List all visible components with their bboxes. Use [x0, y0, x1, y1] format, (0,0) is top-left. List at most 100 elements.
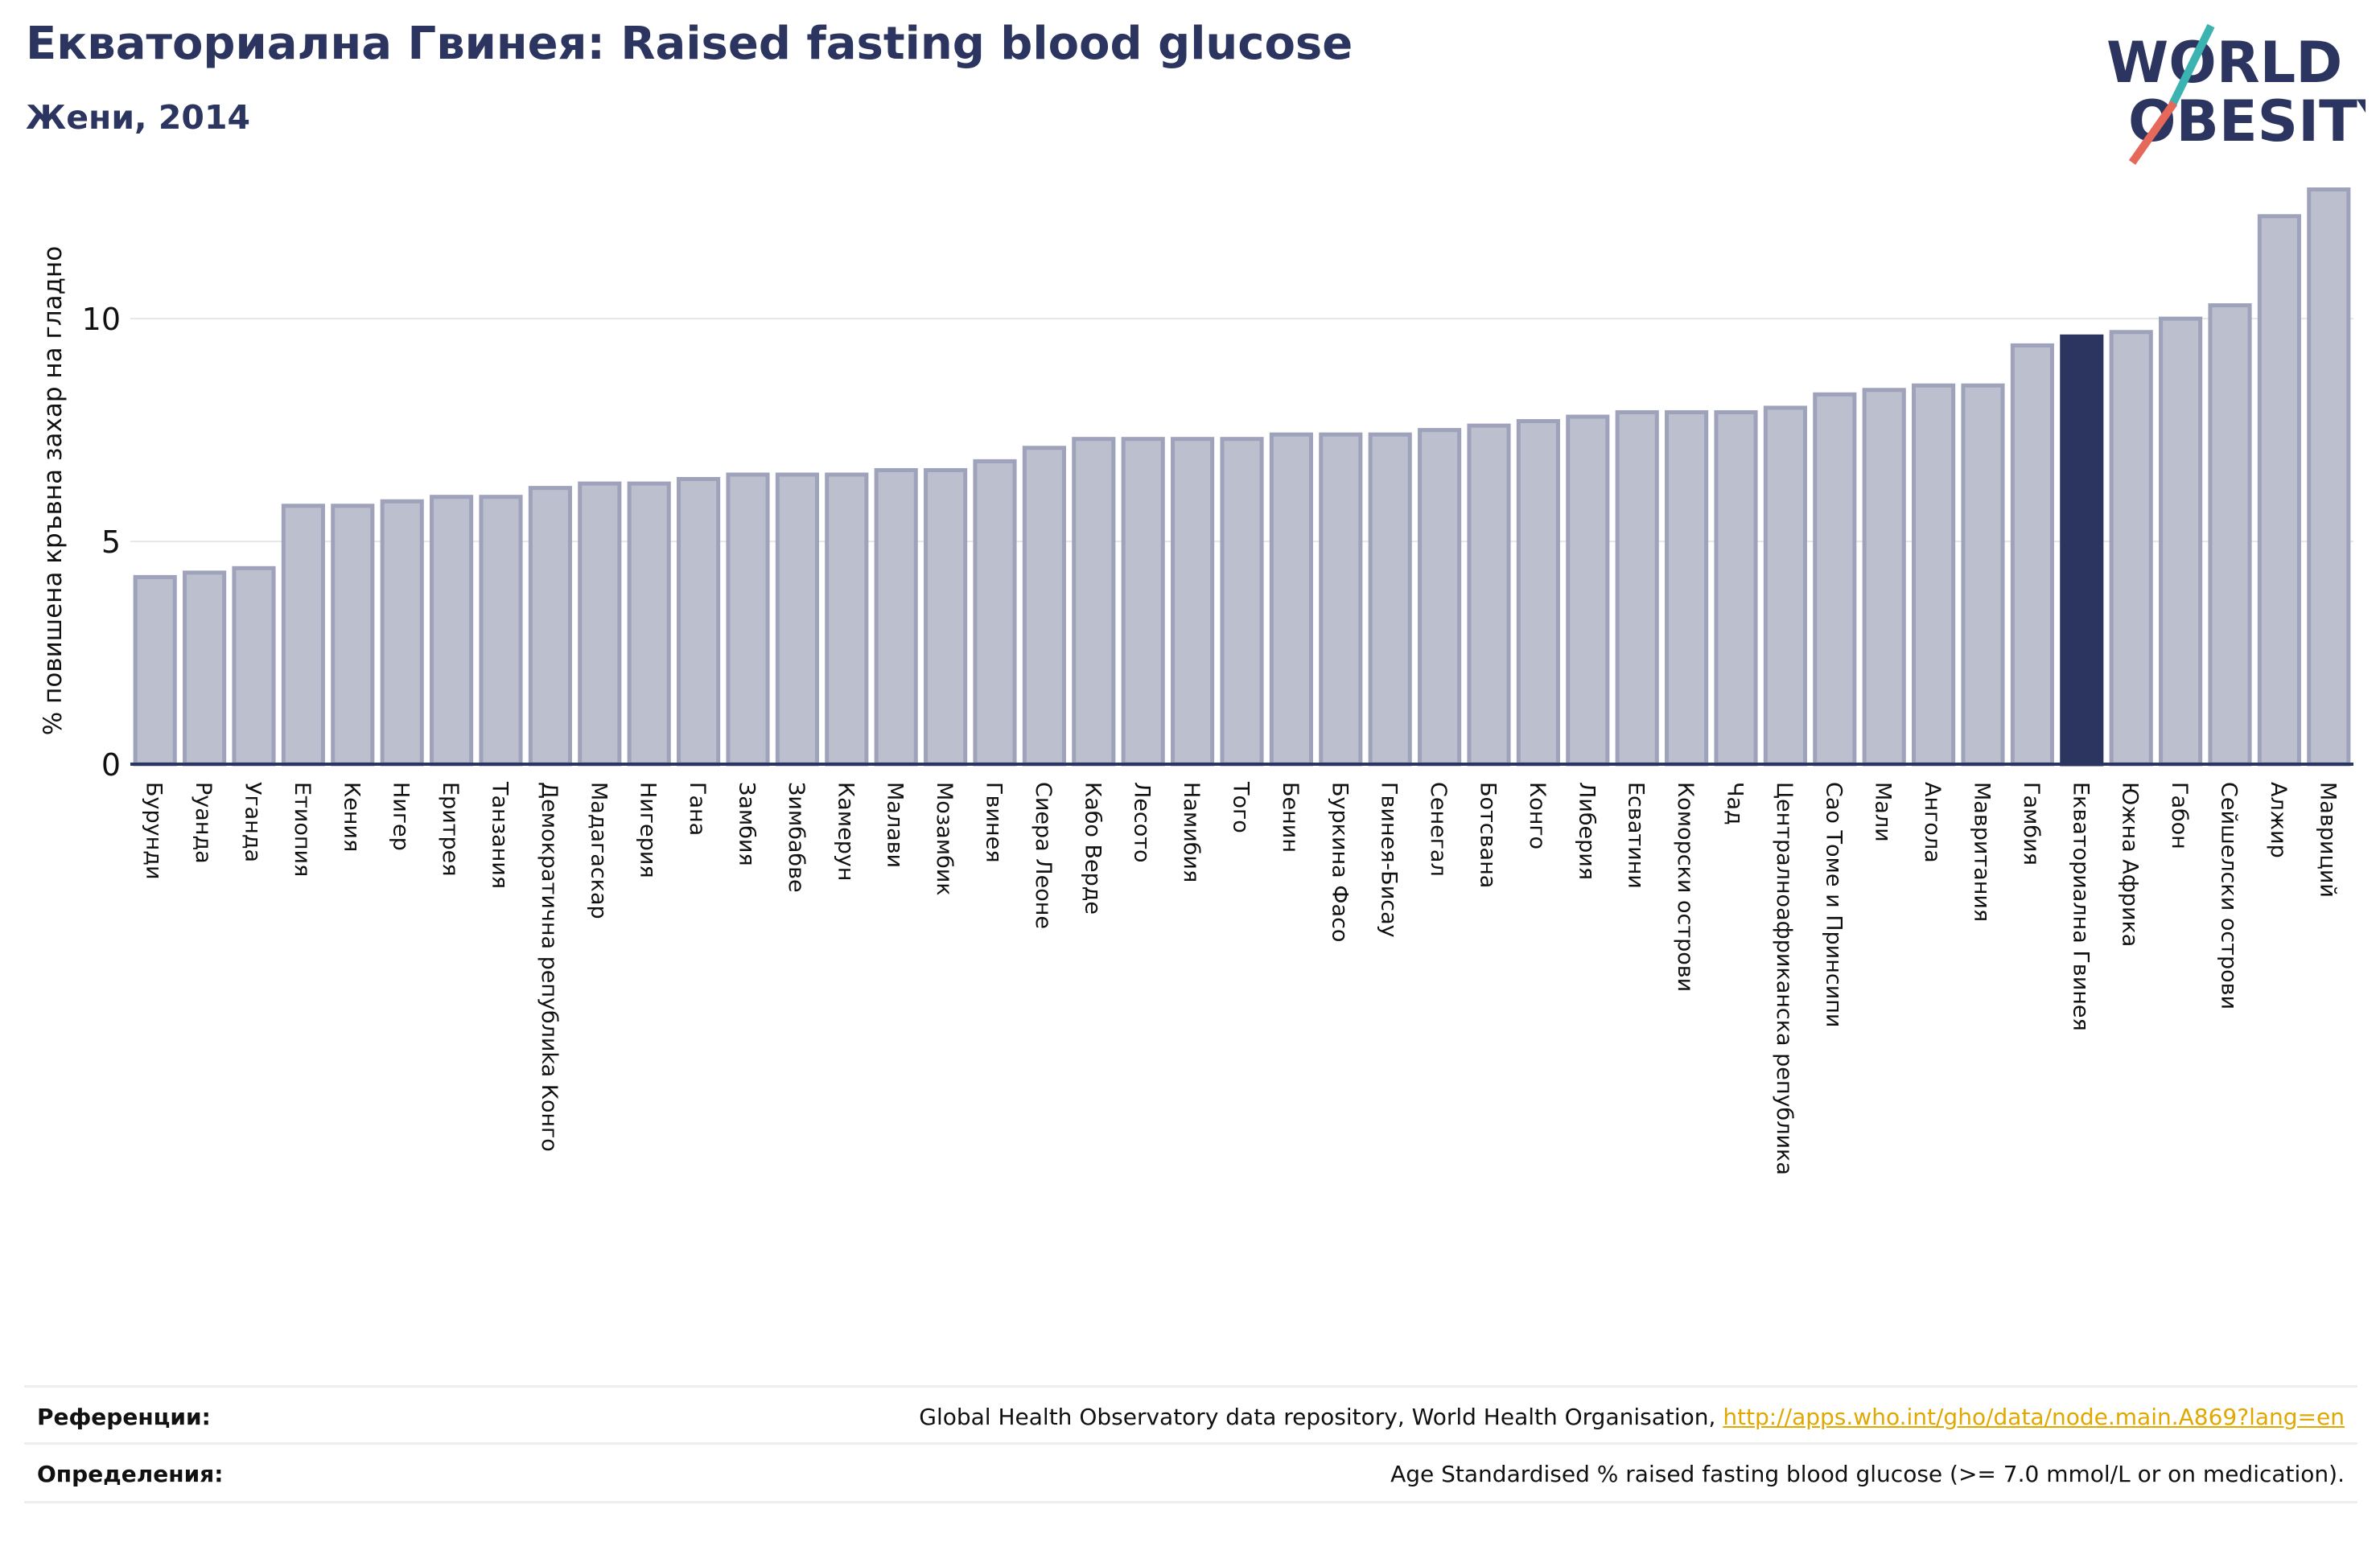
definitions-value: Age Standardised % raised fasting blood …: [1390, 1461, 2345, 1487]
x-tick-label: Есватини: [1624, 782, 1649, 889]
bar: [232, 565, 276, 767]
y-tick-label: 0: [101, 747, 121, 783]
x-tick-label: Уганда: [241, 782, 266, 862]
logo-line1: WORLD: [2106, 30, 2342, 96]
bar: [1467, 423, 1511, 767]
bar-chart: 0 5 10 % повишена кръвна захар на гладно Бур…: [39, 187, 2353, 1175]
x-tick-label: Еритрея: [438, 782, 463, 876]
bar: [1912, 383, 1956, 767]
bar: [775, 472, 819, 767]
footer-references: Референции: Global Health Observatory da…: [24, 1385, 2357, 1444]
logo-slash-red: [2128, 101, 2178, 165]
bar: [281, 504, 325, 767]
references-value: Global Health Observatory data repositor…: [919, 1404, 2345, 1430]
x-tick-label: Буркина Фасо: [1327, 782, 1352, 942]
x-tick-label: Конго: [1525, 782, 1550, 849]
x-tick-label: Мадагаскар: [586, 782, 611, 919]
bar: [1418, 428, 1462, 767]
x-tick-label: Южна Африка: [2118, 782, 2143, 947]
x-tick-label: Демократична републиka Конго: [537, 782, 562, 1152]
x-tick-label: Габон: [2167, 782, 2192, 849]
x-tick-label: Нигер: [389, 782, 414, 851]
bar: [1022, 446, 1066, 767]
x-tick-label: Сейшелски острови: [2217, 782, 2242, 1009]
bar: [2060, 334, 2104, 767]
definitions-label: Определения:: [37, 1461, 224, 1487]
bar: [1763, 405, 1807, 767]
bar: [1714, 409, 1758, 767]
references-link[interactable]: http://apps.who.int/gho/data/node.main.A…: [1723, 1404, 2345, 1430]
x-tick-label: Зимбабве: [784, 782, 809, 893]
bar: [627, 481, 671, 767]
bar: [578, 481, 622, 767]
x-tick-label: Мавритания: [1970, 782, 1995, 922]
bar: [331, 504, 375, 767]
x-tick-label: Камерун: [833, 782, 858, 881]
footer-definitions: Определения: Age Standardised % raised f…: [24, 1442, 2357, 1503]
bar: [2159, 316, 2203, 767]
bar: [1269, 432, 1313, 767]
x-tick-label: Етиопия: [290, 782, 315, 877]
y-tick-label: 5: [101, 524, 121, 560]
bar: [1220, 437, 1264, 767]
bar: [677, 477, 721, 767]
bar: [1368, 432, 1412, 767]
bar: [726, 472, 770, 767]
x-tick-label: Бурунди: [142, 782, 167, 880]
x-tick-label: Ангола: [1920, 782, 1945, 863]
bar: [2109, 330, 2153, 767]
x-tick-label: Чад: [1723, 782, 1748, 825]
bar: [1516, 419, 1560, 767]
bar: [2208, 303, 2252, 767]
x-tick-label: Гана: [685, 782, 710, 836]
x-tick-label: Лесото: [1130, 782, 1155, 863]
bar: [1072, 437, 1116, 767]
x-tick-label: Сиера Леоне: [1031, 782, 1056, 929]
bar: [133, 574, 177, 767]
x-tick-label: Замбия: [735, 782, 760, 866]
x-tick-label: Кабо Верде: [1080, 782, 1105, 915]
bar: [1615, 409, 1659, 767]
references-label: Референции:: [37, 1404, 211, 1430]
x-tick-label: Либерия: [1574, 782, 1599, 880]
bar: [479, 495, 523, 767]
bar: [1319, 432, 1363, 767]
logo-line2: OBESITY: [2128, 88, 2366, 154]
bar: [1813, 392, 1857, 767]
x-tick-label: Бенин: [1278, 782, 1303, 853]
x-tick-label: Малави: [883, 782, 908, 868]
x-tick-label: Коморски острови: [1673, 782, 1698, 992]
bar: [2307, 187, 2351, 767]
bar: [1961, 383, 2005, 767]
bar: [2257, 214, 2301, 767]
bar: [874, 467, 918, 767]
bar: [380, 499, 424, 767]
x-tick-label: Централноафриканска република: [1772, 782, 1797, 1175]
x-tick-label: Мавриций: [2315, 782, 2340, 898]
bar: [924, 467, 968, 767]
x-tick-label: Нигерия: [636, 782, 661, 878]
bar: [2010, 343, 2054, 767]
x-tick-label: Того: [1229, 781, 1254, 833]
bar: [825, 472, 869, 767]
bar: [973, 458, 1017, 767]
world-obesity-logo: WORLD OBESITY: [2106, 24, 2366, 165]
bar: [528, 486, 572, 767]
x-tick-label: Алжир: [2266, 782, 2291, 858]
bar: [183, 570, 227, 767]
bar: [1121, 437, 1165, 767]
x-tick-label: Руанда: [191, 782, 216, 864]
references-text: Global Health Observatory data repositor…: [919, 1404, 1723, 1430]
chart-subtitle: Жени, 2014: [26, 98, 251, 137]
bar: [1566, 414, 1610, 767]
bar: [1862, 388, 1906, 767]
x-tick-label: Гвинея-Бисау: [1377, 782, 1402, 938]
bar: [1171, 437, 1215, 767]
y-axis-label: % повишена кръвна захар на гладно: [39, 246, 68, 735]
x-tick-label: Танзания: [488, 781, 513, 889]
x-tick-label: Гвинея: [982, 782, 1007, 862]
x-tick-label: Ботсвана: [1476, 782, 1501, 888]
x-tick-label: Мали: [1871, 782, 1896, 842]
x-tick-label: Гамбия: [2019, 782, 2044, 866]
x-tick-label: Сенегал: [1426, 782, 1451, 877]
